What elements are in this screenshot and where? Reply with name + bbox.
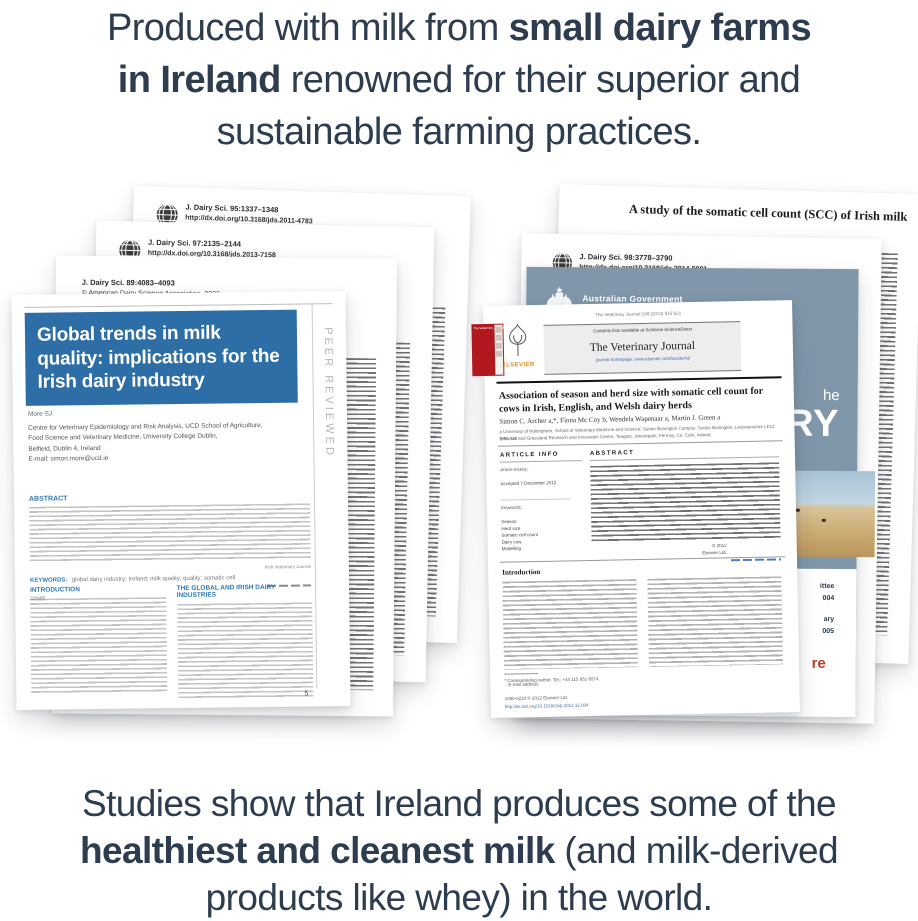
intro-heading: Introduction <box>502 567 541 577</box>
top-rule <box>24 303 333 308</box>
header-rule <box>496 376 782 384</box>
copyright-line: © 2012 Elsevier Ltd. <box>701 542 727 556</box>
keywords-heading: Keywords: <box>500 504 523 511</box>
journal-homepage-link: journal homepage: www.elsevier.com/locat… <box>595 355 690 362</box>
paper-title: A study of the somatic cell count (SCC) … <box>628 201 908 224</box>
license-link <box>730 558 782 562</box>
author-email: E-mail: simon.more@ucd.ie <box>28 455 109 464</box>
section-heading: THE GLOBAL AND IRISH DAIRY INDUSTRIES <box>176 583 276 600</box>
headline-text: Studies show that Ireland produces some … <box>82 783 837 824</box>
headline-top: Produced with milk from small dairy farm… <box>0 2 918 158</box>
headline-line-2: in Ireland renowned for their superior a… <box>0 54 918 106</box>
headline-bold-text: healthiest and cleanest milk <box>80 830 555 871</box>
peer-reviewed-badge: PEER REVIEWED <box>321 327 336 458</box>
abstract-placeholder-text <box>29 503 311 563</box>
running-head: The Veterinary Journal 198 (2013) 515-52… <box>594 310 681 318</box>
headline-bottom: Studies show that Ireland produces some … <box>0 780 918 921</box>
headline-line-3: products like whey) in the world. <box>0 874 918 921</box>
adsa-globe-icon <box>155 203 180 228</box>
headline-line-3: sustainable farming practices. <box>0 106 918 158</box>
section-heading: INTRODUCTION <box>30 586 80 594</box>
placeholder-text-lines <box>30 597 167 695</box>
paper-vet-journal: The Veterinary Journal 198 (2013) 515-52… <box>471 300 800 718</box>
page-number: 5 <box>304 690 309 698</box>
paper-global-trends: PEER REVIEWED Global trends in milk qual… <box>11 290 351 711</box>
journal-cover-thumbnail: The Veterinary Journal <box>471 323 505 377</box>
headline-line-2: healthiest and cleanest milk (and milk-d… <box>0 827 918 874</box>
headline-text: renowned for their superior and <box>280 59 801 101</box>
paper-title: Association of season and herd size with… <box>498 385 764 415</box>
authors-line: Simon C. Archer a,*, Fíona Mc Coy b, Wen… <box>499 413 721 426</box>
keyword-item: Modelling <box>501 545 522 551</box>
contents-line: Contents lists available at SciVerse Sci… <box>592 326 692 334</box>
cover-text-fragment: 004 <box>822 594 835 602</box>
abstract-heading: ABSTRACT <box>28 495 68 503</box>
keywords-heading: KEYWORDS: <box>29 577 68 584</box>
elsevier-tree-icon <box>505 323 531 361</box>
cover-text-fragment: 005 <box>822 627 835 635</box>
footnote-email: E-mail address: <box>508 681 540 688</box>
placeholder-text-lines <box>502 576 784 670</box>
cover-red-fragment: re <box>811 654 826 672</box>
abstract-placeholder-text <box>590 462 781 542</box>
headline-line-1: Produced with milk from small dairy farm… <box>0 2 918 54</box>
headline-text: products like whey) in the world. <box>205 877 713 918</box>
cover-text-fragment: ary <box>823 615 835 623</box>
placeholder-text-lines <box>176 602 314 701</box>
accepted-date: Accepted 7 December 2012 <box>500 479 557 486</box>
elsevier-logo: ELSEVIER <box>495 323 540 376</box>
cover-text-fragment: ittee <box>819 582 835 591</box>
headline-line-1: Studies show that Ireland produces some … <box>0 780 918 827</box>
history-label: Article history: <box>500 466 529 473</box>
paper-jds-2012: J. Dairy Sci. 95:1337–1348 http://dx.doi… <box>120 185 471 644</box>
article-info-heading: ARTICLE INFO <box>499 451 559 459</box>
journal-name: The Veterinary Journal <box>589 339 696 354</box>
headline-bold-text: in Ireland <box>117 59 282 101</box>
headline-text: sustainable farming practices. <box>216 111 702 153</box>
paper-title: Global trends in milk quality: implicati… <box>24 309 298 406</box>
headline-text: (and milk-derived <box>554 830 838 871</box>
headline-bold-text: small dairy farms <box>508 7 812 49</box>
headline-text: Produced with milk from <box>106 7 509 49</box>
journal-ref: Irish Veterinary Journal <box>264 563 311 570</box>
cover-title-fragment: he <box>822 386 840 405</box>
author-name: More SJ <box>27 410 53 418</box>
